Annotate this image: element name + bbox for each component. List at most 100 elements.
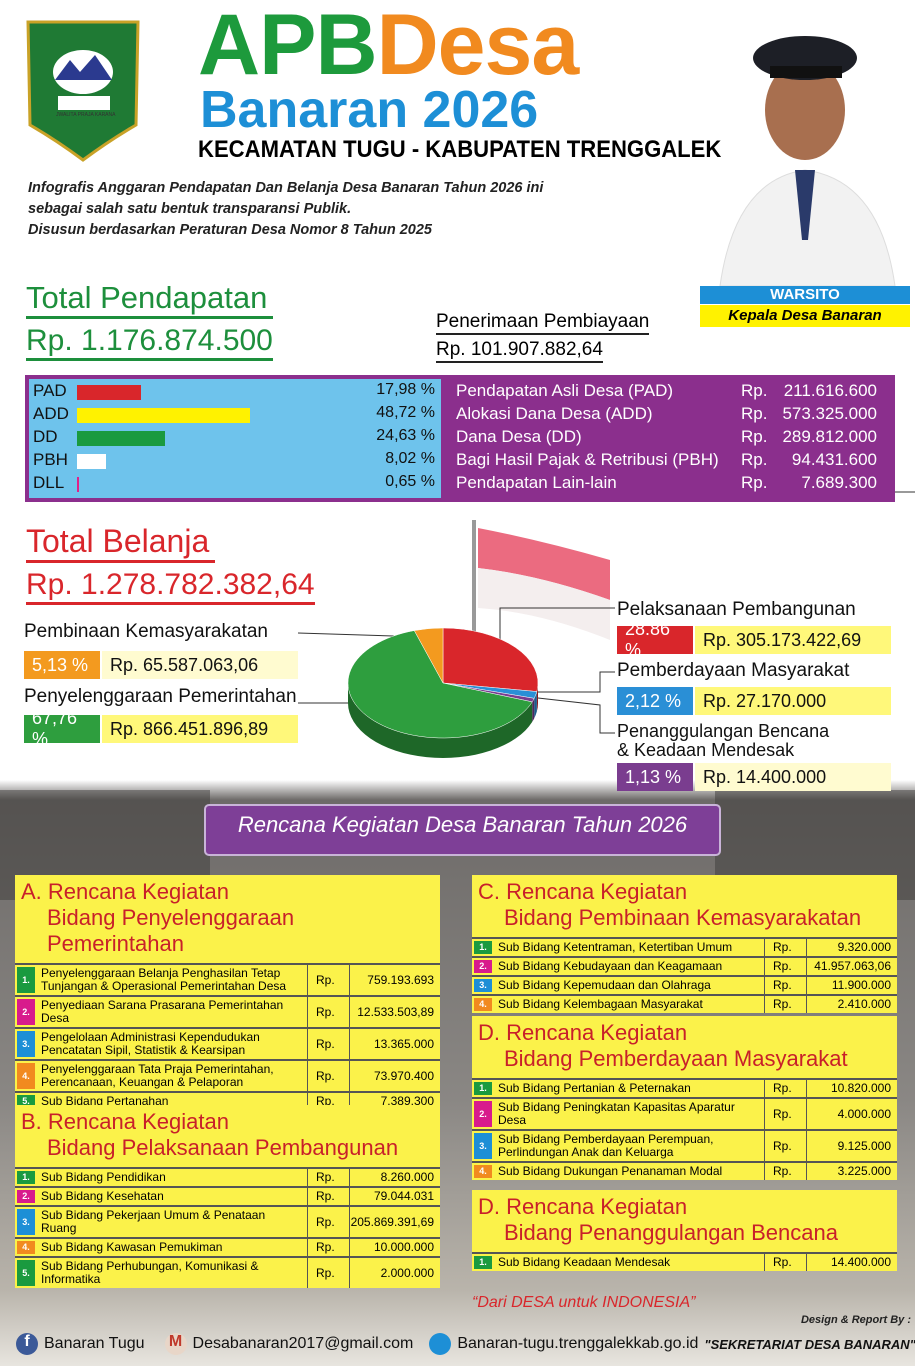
row-currency: Rp.: [765, 939, 807, 956]
share-bar: [77, 454, 106, 469]
row-name: Sub Bidang Pendidikan: [37, 1169, 308, 1186]
row-amount: 10.820.000: [830, 1081, 891, 1095]
share-label: 24,63 %: [376, 427, 435, 444]
share-badge: 1,13 %: [617, 763, 693, 791]
pie-side: [534, 691, 537, 719]
row-amount: 12.533.503,89: [357, 1004, 434, 1019]
share-badge: 5,13 %: [24, 651, 100, 679]
source-amount: 289.812.000: [782, 427, 877, 446]
category-name: & Keadaan Mendesak: [617, 740, 795, 760]
row-amount: 9.125.000: [837, 1138, 891, 1153]
row-amount: 759.193.693: [367, 972, 434, 987]
amount-box: Rp. 14.400.000: [695, 763, 891, 791]
title: APBDesa: [198, 2, 579, 88]
spending-total: Rp. 1.278.782.382,64: [26, 568, 315, 605]
row-number: 2.: [17, 999, 35, 1025]
plan-row: 5. Sub Bidang Perhubungan, Komunikasi & I…: [15, 1256, 440, 1288]
row-number: 1.: [17, 1171, 35, 1184]
plan-row: 2. Sub Bidang Kebudayaan dan Keagamaan Rp.…: [472, 956, 897, 975]
income-panel: PAD 17,98 % Pendapatan Asli Desa (PAD) Rp. 2…: [25, 375, 895, 502]
row-name: Sub Bidang Kesehatan: [37, 1188, 308, 1205]
heading-line: Bidang Pembinaan Kemasyarakatan: [504, 905, 862, 930]
plan-row: 4. Sub Bidang Dukungan Penanaman Modal Rp.…: [472, 1161, 897, 1180]
heading-line: D. Rencana Kegiatan: [478, 1020, 688, 1045]
share-bar: [77, 431, 165, 446]
plan-row: 3. Sub Bidang Pemberdayaan Perempuan, Per…: [472, 1129, 897, 1161]
row-number: 4.: [474, 998, 492, 1011]
source-name: Pendapatan Lain-lain: [456, 473, 617, 492]
category-name: Penanggulangan Bencana: [617, 721, 830, 741]
row-name: Sub Bidang Kawasan Pemukiman: [37, 1239, 308, 1256]
share-label: 48,72 %: [376, 404, 435, 421]
plan-row: 4. Penyelenggaraan Tata Praja Pemerintaha…: [15, 1059, 440, 1091]
heading-line: Bidang Penanggulangan Bencana: [504, 1220, 838, 1245]
row-currency: Rp.: [308, 1029, 350, 1059]
fb-icon: f: [16, 1333, 38, 1355]
row-name: Sub Bidang Kebudayaan dan Keagamaan: [494, 958, 765, 975]
plan-row: 2. Sub Bidang Peningkatan Kapasitas Apara…: [472, 1097, 897, 1129]
row-name: Penyediaan Sarana Prasarana Pemerintahan…: [37, 997, 308, 1027]
row-currency: Rp.: [765, 1131, 807, 1161]
heading-line: D. Rencana Kegiatan: [478, 1194, 688, 1219]
source-currency: Rp.: [741, 427, 768, 446]
financing-total: Rp. 101.907.882,64: [436, 339, 603, 363]
row-currency: Rp.: [308, 1207, 350, 1237]
source-currency: Rp.: [741, 473, 768, 492]
share-bar: [77, 385, 141, 400]
row-number: 4.: [17, 1063, 35, 1089]
email: Desabanaran2017@gmail.com: [192, 1335, 414, 1352]
row-amount: 3.225.000: [837, 1164, 891, 1178]
pie-slice: [413, 627, 444, 684]
row-number: 1.: [474, 1082, 492, 1095]
heading-line: Bidang Penyelenggaraan Pemerintahan: [47, 905, 295, 956]
row-name: Sub Bidang Perhubungan, Komunikasi & Inf…: [37, 1258, 308, 1288]
pie-side: [536, 683, 538, 712]
share-badge: 28.86 %: [617, 619, 693, 660]
plan-row: 3. Pengelolaan Administrasi Kependudukan …: [15, 1027, 440, 1059]
row-currency: Rp.: [765, 996, 807, 1013]
official-role: Kepala Desa Banaran: [700, 305, 910, 327]
plan-row: 1. Sub Bidang Pendidikan Rp. 8.260.000: [15, 1167, 440, 1186]
source-amount: 573.325.000: [782, 404, 877, 423]
source-name: Alokasi Dana Desa (ADD): [456, 404, 653, 423]
share-label: 8,02 %: [385, 450, 435, 467]
source-currency: Rp.: [741, 450, 768, 469]
row-amount: 41.957.063,06: [814, 959, 891, 973]
section-heading: C. Rencana Kegiatan Bidang Pembinaan Kema…: [472, 875, 897, 937]
intro: Infografis Anggaran Pendapatan Dan Belan…: [28, 178, 543, 241]
row-currency: Rp.: [765, 1099, 807, 1129]
slogan: “Dari DESA untuk INDONESIA”: [472, 1294, 696, 1311]
amount-box: Rp. 866.451.896,89: [102, 715, 298, 743]
source-code: DD: [33, 427, 58, 446]
row-number: 2.: [474, 1101, 492, 1127]
row-amount: 13.365.000: [373, 1036, 434, 1051]
row-currency: Rp.: [765, 977, 807, 994]
row-number: 2.: [17, 1190, 35, 1203]
row-number: 5.: [17, 1095, 35, 1108]
title-a: APB: [198, 0, 378, 93]
row-amount: 10.000.000: [373, 1240, 434, 1254]
row-name: Sub Bidang Pertanian & Peternakan: [494, 1080, 765, 1097]
share-bar: [77, 477, 80, 492]
share-badge: 2,12 %: [617, 687, 693, 715]
row-number: 4.: [474, 1165, 492, 1178]
row-currency: Rp.: [765, 1163, 807, 1180]
row-amount: 7.389.300: [380, 1094, 434, 1108]
plan-section: C. Rencana Kegiatan Bidang Pembinaan Kema…: [472, 875, 897, 1013]
income-title: Total Pendapatan: [26, 280, 274, 319]
row-name: Penyelenggaraan Tata Praja Pemerintahan,…: [37, 1061, 308, 1091]
source-code: DLL: [33, 473, 65, 492]
intro-line: Disusun berdasarkan Peraturan Desa Nomor…: [28, 222, 432, 238]
plan-row: 3. Sub Bidang Kepemudaan dan Olahraga Rp. 1…: [472, 975, 897, 994]
plan-title: Rencana Kegiatan Desa Banaran Tahun 2026: [237, 812, 688, 837]
region: KECAMATAN TUGU - KABUPATEN TRENGGALEK: [198, 136, 722, 163]
source-amount: 7.689.300: [801, 473, 877, 492]
row-currency: Rp.: [308, 1258, 350, 1288]
row-currency: Rp.: [308, 1188, 350, 1205]
row-name: Sub Bidang Ketentraman, Ketertiban Umum: [494, 939, 765, 956]
share-label: 0,65 %: [385, 473, 435, 490]
intro-line: sebagai salah satu bentuk transparansi P…: [28, 201, 352, 217]
pie-side: [532, 698, 535, 722]
row-name: Sub Bidang Kepemudaan dan Olahraga: [494, 977, 765, 994]
row-name: Sub Bidang Keadaan Mendesak: [494, 1254, 765, 1271]
